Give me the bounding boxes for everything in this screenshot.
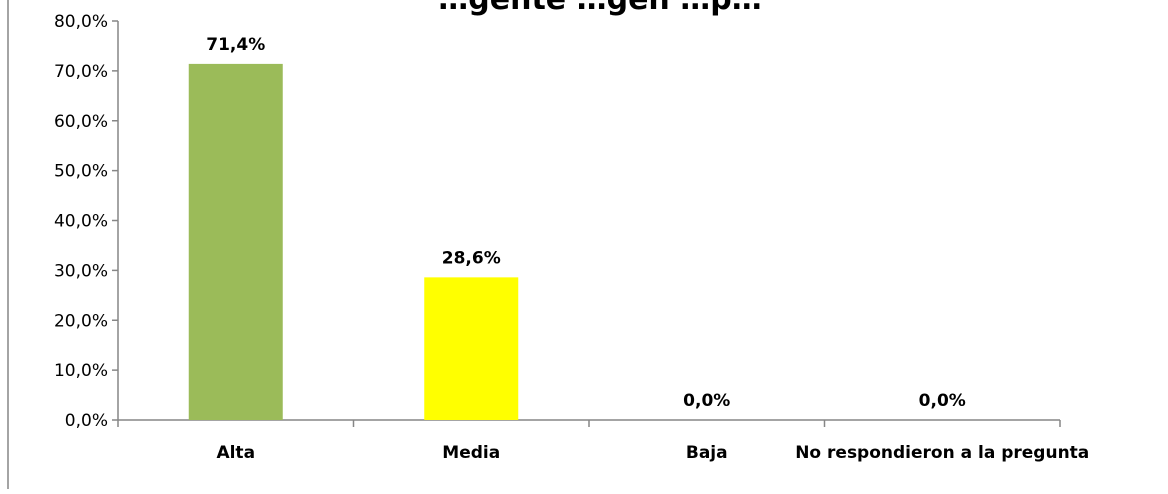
y-tick-label: 10,0%	[54, 361, 108, 381]
bar	[188, 63, 283, 421]
data-labels: 71,4% 28,6% 0,0% 0,0%	[206, 35, 966, 411]
category-label: Media	[442, 443, 500, 463]
y-tick-label: 20,0%	[54, 311, 108, 331]
y-axis: 0,0% 10,0% 20,0% 30,0% 40,0% 50,0% 60,0% 70,0% 8…	[54, 12, 119, 431]
bar	[424, 277, 519, 420]
y-tick-label: 30,0%	[54, 261, 108, 281]
bars	[188, 63, 519, 421]
y-tick-label: 60,0%	[54, 112, 108, 132]
data-label: 28,6%	[442, 248, 501, 268]
x-axis	[117, 419, 1061, 427]
category-labels: Alta Media Baja No respondieron a la pregun…	[216, 443, 1089, 463]
y-tick-label: 80,0%	[54, 12, 108, 32]
category-label: No respondieron a la pregunta	[795, 443, 1089, 463]
chart-title: …gente …gen …p…	[438, 0, 761, 17]
y-tick-label: 70,0%	[54, 62, 108, 82]
y-tick-label: 40,0%	[54, 212, 108, 232]
data-label: 0,0%	[683, 391, 730, 411]
category-label: Baja	[686, 443, 728, 463]
y-tick-label: 50,0%	[54, 162, 108, 182]
y-tick-label: 0,0%	[65, 411, 108, 431]
data-label: 71,4%	[206, 35, 265, 55]
data-label: 0,0%	[919, 391, 966, 411]
category-label: Alta	[216, 443, 255, 463]
